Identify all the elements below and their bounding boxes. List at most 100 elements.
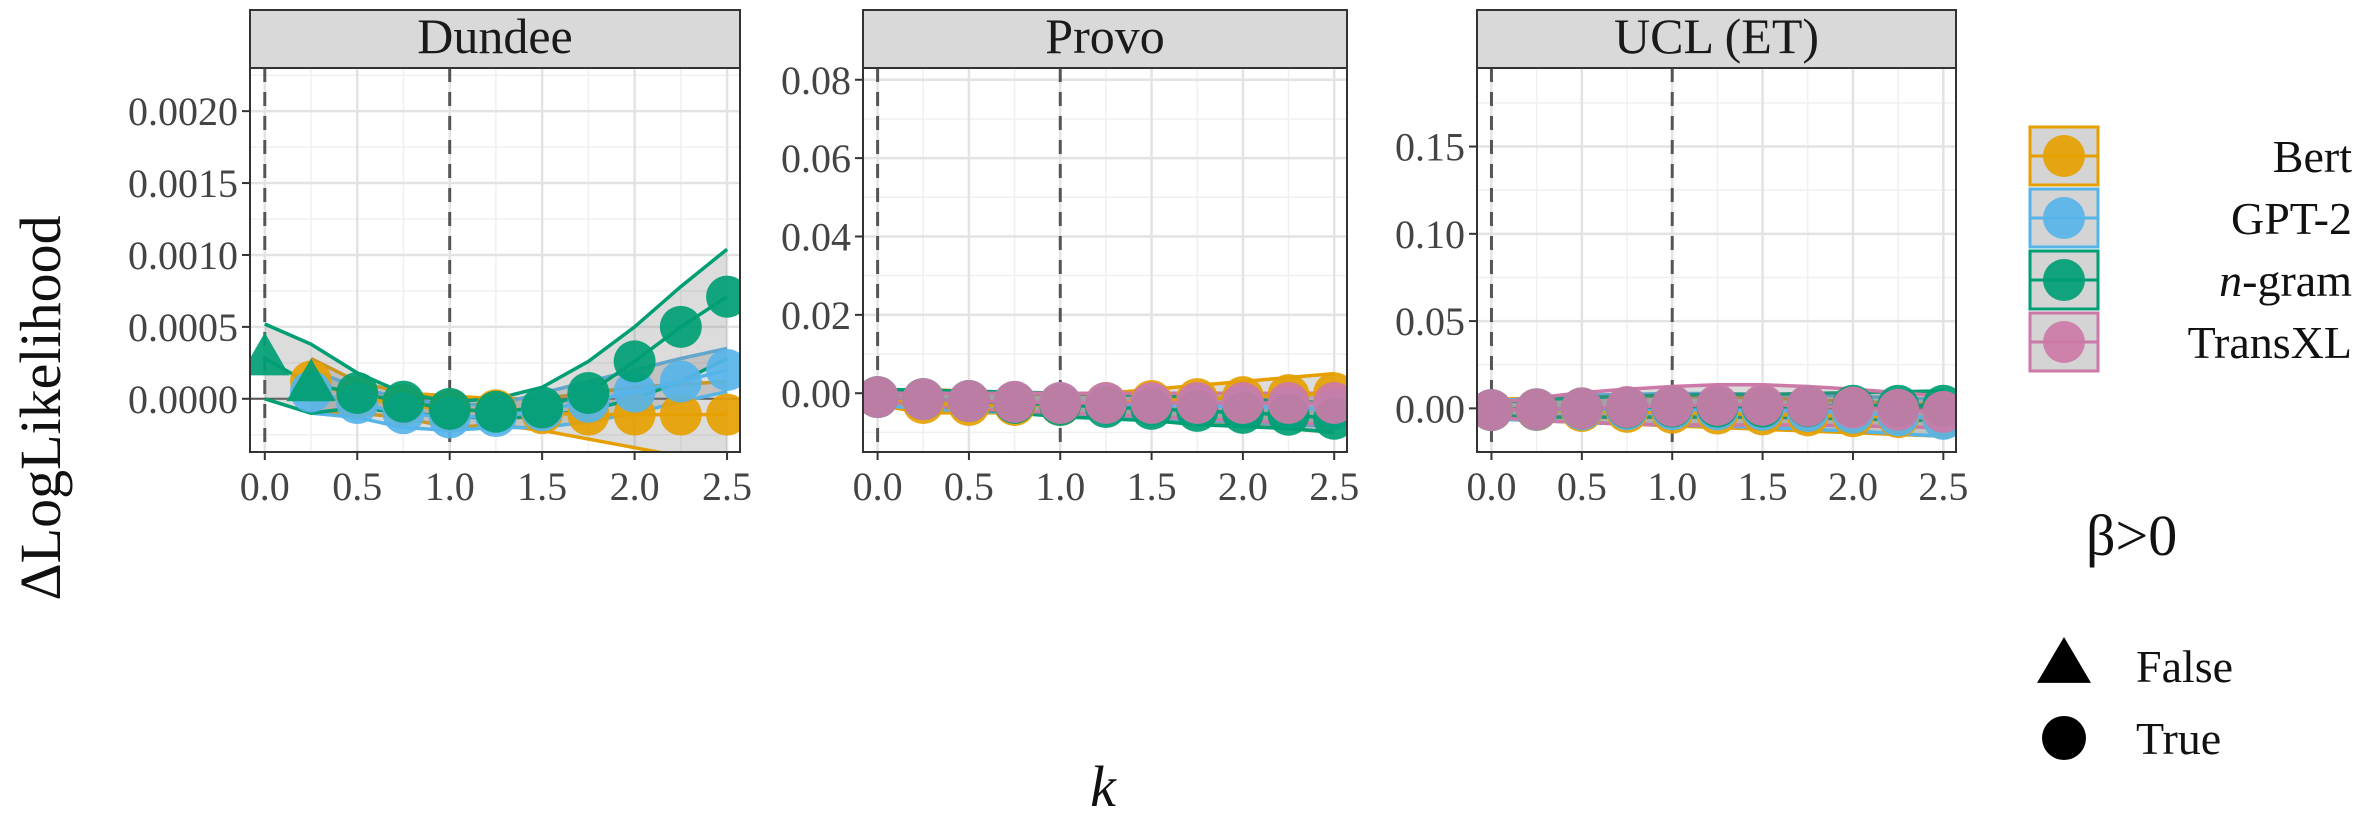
y-tick-label: 0.0010: [128, 233, 238, 278]
data-point-n-gram: [428, 387, 471, 430]
x-tick-label: 0.5: [1557, 464, 1607, 509]
data-point-transxl: [1877, 388, 1920, 431]
data-point-n-gram: [521, 386, 564, 429]
panel-border: [249, 67, 741, 453]
panel-title: UCL (ET): [1614, 8, 1819, 64]
y-tick-label: 0.0000: [128, 377, 238, 422]
y-tick-label: 0.00: [1395, 386, 1465, 431]
x-tick-label: 0.0: [853, 464, 903, 509]
data-point-transxl: [1176, 382, 1219, 425]
data-point-transxl: [1786, 384, 1829, 427]
panel-strip: [862, 9, 1348, 69]
panel-strip: [249, 9, 741, 69]
data-point-n-gram: [567, 372, 610, 415]
x-tick-label: 2.5: [1309, 464, 1359, 509]
y-tick-label: 0.15: [1395, 125, 1465, 170]
y-tick-label: 0.06: [781, 136, 851, 181]
data-point-transxl: [1221, 382, 1264, 425]
x-tick-label: 0.0: [1466, 464, 1516, 509]
data-point-transxl: [1922, 390, 1956, 433]
x-tick-label: 1.0: [1647, 464, 1697, 509]
data-point-transxl: [1741, 383, 1784, 426]
x-axis-title: k: [1090, 754, 1117, 818]
data-point-gpt-2: [706, 349, 740, 392]
data-point-transxl: [1696, 383, 1739, 426]
y-tick-label: 0.0015: [128, 161, 238, 206]
legend-shape-label: True: [2136, 713, 2221, 764]
x-tick-label: 1.5: [1738, 464, 1788, 509]
y-tick-label: 0.10: [1395, 212, 1465, 257]
legend: Bert GPT-2 n-gram TransXL β>0 False True: [2028, 125, 2352, 764]
band-lower-gpt-2: [310, 389, 728, 433]
y-axis-title: ΔLogLikelihood: [8, 215, 73, 600]
data-point-transxl: [1606, 385, 1649, 428]
panel-3: UCL (ET) 0.00 0.05 0.10 0.15 0.0 0.5 1.0 1.5 2.0 2…: [1395, 8, 1968, 509]
y-tick-label: 0.02: [781, 293, 851, 338]
x-tick-label: 2.0: [1828, 464, 1878, 509]
data-point-n-gram: [286, 358, 336, 402]
x-tick-label: 0.5: [332, 464, 382, 509]
x-tick-label: 0.0: [240, 464, 290, 509]
legend-label: GPT-2: [2231, 193, 2352, 244]
panel-title: Provo: [1045, 8, 1164, 64]
panel-border: [862, 67, 1348, 453]
legend-label: Bert: [2273, 131, 2352, 182]
data-point-transxl: [947, 380, 990, 423]
data-point-transxl: [1651, 384, 1694, 427]
y-tick-label: 0.00: [781, 371, 851, 416]
panel-title: Dundee: [417, 8, 573, 64]
data-point-n-gram: [382, 380, 425, 423]
data-point-transxl: [1039, 382, 1082, 425]
panel-1: Dundee 0.0000 0.0005 0.0010 0.0015 0.0020 0.0 0…: [128, 8, 752, 509]
x-tick-label: 2.0: [1218, 464, 1268, 509]
data-point-transxl: [863, 376, 899, 419]
data-point-n-gram: [706, 275, 740, 318]
data-point-transxl: [902, 378, 945, 421]
data-point-bert: [706, 393, 740, 436]
panel-border: [1476, 67, 1957, 453]
series-group: [1477, 383, 1956, 440]
series-group: [863, 371, 1347, 440]
y-tick-label: 0.0005: [128, 305, 238, 350]
legend-key-point: [2043, 135, 2085, 177]
y-tick-label: 0.0020: [128, 89, 238, 134]
series-line-gpt-2: [310, 368, 728, 420]
data-point-gpt-2: [613, 370, 656, 413]
data-point-transxl: [1313, 382, 1347, 425]
legend-key-point: [2043, 197, 2085, 239]
x-tick-label: 2.0: [610, 464, 660, 509]
data-point-transxl: [1477, 389, 1513, 432]
panel-strip: [1476, 9, 1957, 69]
legend-circle: [2042, 716, 2086, 760]
data-point-transxl: [993, 380, 1036, 423]
legend-shape-title: β>0: [2086, 503, 2177, 568]
data-point-n-gram: [250, 332, 290, 376]
data-point-n-gram: [474, 390, 517, 433]
legend-key-point: [2043, 321, 2085, 363]
data-point-gpt-2: [659, 360, 702, 403]
data-point-transxl: [1831, 386, 1874, 429]
legend-item-n-gram: n-gram: [2028, 249, 2352, 311]
x-tick-label: 1.0: [1035, 464, 1085, 509]
legend-shape-true: True: [2042, 713, 2221, 764]
x-tick-label: 1.5: [517, 464, 567, 509]
data-point-n-gram: [659, 305, 702, 348]
y-tick-label: 0.08: [781, 58, 851, 103]
x-tick-label: 1.0: [425, 464, 475, 509]
legend-item-gpt-2: GPT-2: [2028, 187, 2352, 249]
data-point-transxl: [1267, 382, 1310, 425]
band-upper-gpt-2: [310, 346, 728, 407]
data-point-transxl: [1130, 382, 1173, 425]
legend-item-transxl: TransXL: [2028, 311, 2352, 373]
legend-triangle: [2037, 637, 2091, 683]
series-group: [250, 247, 740, 452]
x-tick-label: 2.5: [1918, 464, 1968, 509]
legend-item-bert: Bert: [2028, 125, 2352, 187]
x-tick-label: 0.5: [944, 464, 994, 509]
data-point-transxl: [1084, 382, 1127, 425]
legend-label: n-gram: [2219, 255, 2352, 306]
legend-shape-label: False: [2136, 641, 2233, 692]
legend-key-point: [2043, 259, 2085, 301]
